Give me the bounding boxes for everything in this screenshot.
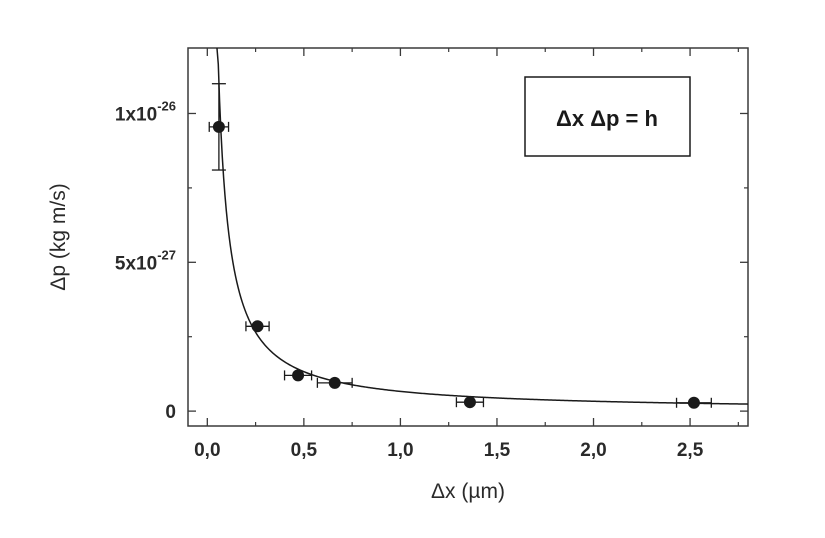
- x-tick-label: 1,5: [484, 440, 511, 461]
- data-marker: [251, 320, 264, 333]
- data-marker: [328, 376, 341, 389]
- x-tick-label: 2,0: [580, 440, 606, 461]
- y-tick-label: 0: [165, 402, 176, 423]
- data-point-6: [675, 396, 712, 409]
- data-marker: [463, 396, 476, 409]
- y-axis-title: Δp (kg m/s): [47, 183, 70, 290]
- legend-label: Δx Δp = h: [556, 106, 658, 131]
- x-tick-label: 1,0: [387, 440, 413, 461]
- legend: Δx Δp = h: [524, 76, 691, 157]
- data-point-2: [245, 320, 270, 333]
- y-tick-label: 1x10-26: [115, 98, 176, 125]
- x-tick-label: 0,5: [291, 440, 318, 461]
- y-tick-exponent: -26: [157, 98, 176, 113]
- y-tick-label: 5x10-27: [115, 247, 176, 274]
- legend-box: [524, 76, 691, 157]
- data-marker: [687, 396, 700, 409]
- data-point-5: [455, 396, 485, 409]
- data-marker: [292, 369, 305, 382]
- x-tick-label: 2,5: [677, 440, 704, 461]
- fit-curve: [216, 47, 749, 405]
- y-tick-exponent: -27: [157, 247, 176, 262]
- plot-frame: [187, 47, 749, 427]
- data-marker: [212, 120, 225, 133]
- data-point-3: [283, 369, 313, 382]
- data-point-4: [316, 376, 353, 389]
- data-point-1: [208, 83, 230, 171]
- x-tick-label: 0,0: [194, 440, 220, 461]
- x-axis-title: Δx (µm): [431, 480, 505, 503]
